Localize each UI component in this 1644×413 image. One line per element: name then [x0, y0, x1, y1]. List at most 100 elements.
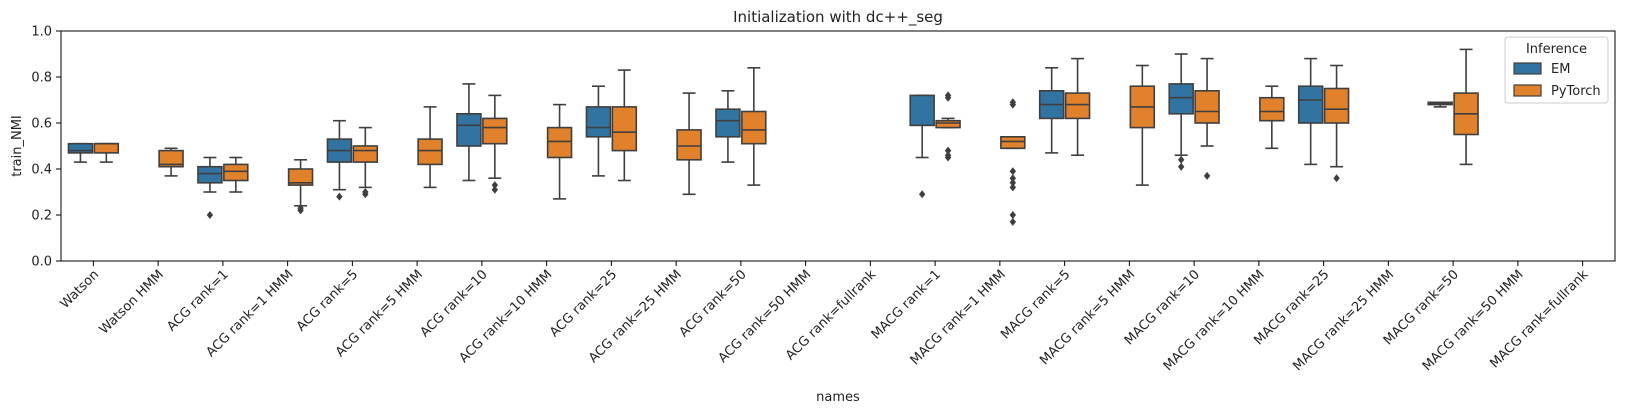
legend-title: Inference: [1526, 42, 1587, 57]
box-pytorch: [223, 156, 249, 193]
outlier-point: [1009, 174, 1017, 183]
iqr-box: [1194, 90, 1220, 124]
box-pytorch: [93, 142, 120, 163]
outlier-point: [491, 185, 499, 194]
box-em: [456, 83, 482, 182]
box-pytorch: [1000, 98, 1026, 226]
iqr-box: [909, 94, 935, 127]
iqr-box: [482, 117, 508, 145]
box-pytorch: [935, 91, 961, 162]
outlier-point: [1333, 174, 1340, 183]
box-em: [1297, 57, 1324, 166]
legend-label-em: EM: [1551, 62, 1570, 77]
box-em: [909, 94, 935, 199]
y-tick-label: 0.4: [31, 163, 52, 178]
box-pytorch: [1064, 57, 1091, 156]
outlier-point: [1203, 171, 1211, 180]
box-pytorch: [1129, 64, 1156, 186]
legend-swatch-em: [1513, 62, 1542, 75]
outlier-point: [297, 204, 304, 213]
iqr-box: [456, 113, 482, 147]
box-pytorch: [1323, 64, 1350, 183]
iqr-box: [1000, 136, 1026, 150]
box-pytorch: [1194, 57, 1220, 180]
iqr-box: [1168, 83, 1194, 115]
outlier-point: [918, 190, 926, 199]
x-tick-label: ACG rank=1: [164, 267, 231, 334]
iqr-box: [611, 106, 638, 152]
box-pytorch: [417, 106, 443, 189]
outlier-point: [491, 181, 499, 190]
x-axis-label: names: [816, 390, 860, 405]
outlier-point: [944, 146, 952, 155]
iqr-box: [1259, 96, 1285, 122]
y-tick-label: 1.0: [31, 25, 52, 40]
box-pytorch: [741, 67, 767, 186]
iqr-box: [715, 108, 741, 138]
box-em: [715, 90, 741, 163]
outlier-point: [362, 188, 369, 196]
y-tick-label: 0.2: [31, 209, 52, 224]
y-tick-label: 0.0: [31, 255, 52, 270]
x-tick-label: ACG rank=5: [294, 267, 361, 334]
iqr-box: [67, 142, 94, 154]
outlier-point: [1009, 167, 1017, 176]
box-em: [326, 119, 353, 201]
outlier-point: [944, 91, 952, 100]
box-em: [1168, 53, 1194, 171]
box-pytorch: [676, 92, 702, 196]
x-tick-label: MACG rank=1: [869, 267, 944, 342]
legend-swatch-pytorch: [1513, 84, 1542, 97]
legend: Inference EM PyTorch: [1504, 36, 1609, 104]
x-tick-label: ACG rank=10: [418, 267, 491, 340]
iqr-box: [158, 149, 184, 168]
x-tick-label: ACG rank=50: [677, 267, 750, 340]
iqr-box: [585, 106, 612, 138]
box-em: [585, 85, 612, 177]
iqr-box: [546, 126, 573, 159]
box-pytorch: [1453, 48, 1479, 166]
box-pytorch: [158, 147, 184, 177]
box-pytorch: [546, 103, 573, 200]
x-tick-label: ACG rank=25: [547, 267, 620, 340]
y-axis: 0.0 0.2 0.4 0.6 0.8 1.0: [31, 25, 61, 270]
outlier-point: [1177, 155, 1185, 164]
outlier-point: [336, 192, 343, 201]
x-tick-label: Watson HMM: [97, 267, 167, 337]
y-axis-label: train_NMI: [10, 115, 25, 177]
outlier-point: [1009, 211, 1017, 219]
iqr-box: [676, 129, 702, 161]
box-em: [197, 156, 223, 219]
iqr-box: [197, 165, 223, 184]
chart-title: Initialization with dc++_seg: [733, 8, 943, 27]
box-pytorch: [352, 126, 379, 199]
outlier-point: [1177, 162, 1185, 171]
legend-label-pytorch: PyTorch: [1551, 84, 1601, 99]
outlier-point: [1009, 178, 1017, 187]
iqr-box: [741, 110, 767, 145]
box-em: [1427, 101, 1453, 108]
plot-frame: [60, 30, 1616, 262]
outlier-point: [1009, 183, 1017, 192]
iqr-box: [352, 145, 379, 163]
outlier-point: [944, 151, 952, 160]
iqr-box: [287, 168, 314, 186]
y-tick-label: 0.6: [31, 117, 52, 132]
box-em: [1038, 67, 1065, 154]
outlier-point: [1009, 98, 1017, 107]
box-pytorch: [611, 69, 638, 182]
box-em: [67, 142, 94, 163]
plot-area: [60, 30, 1616, 262]
box-pytorch: [287, 159, 314, 215]
iqr-box: [223, 163, 249, 182]
outlier-point: [1009, 217, 1017, 226]
box-pytorch: [482, 94, 508, 194]
iqr-box: [1297, 85, 1324, 124]
iqr-box: [93, 142, 120, 154]
iqr-box: [935, 119, 961, 129]
iqr-box: [417, 138, 443, 166]
iqr-box: [1064, 92, 1091, 120]
y-tick-label: 0.8: [31, 71, 52, 86]
